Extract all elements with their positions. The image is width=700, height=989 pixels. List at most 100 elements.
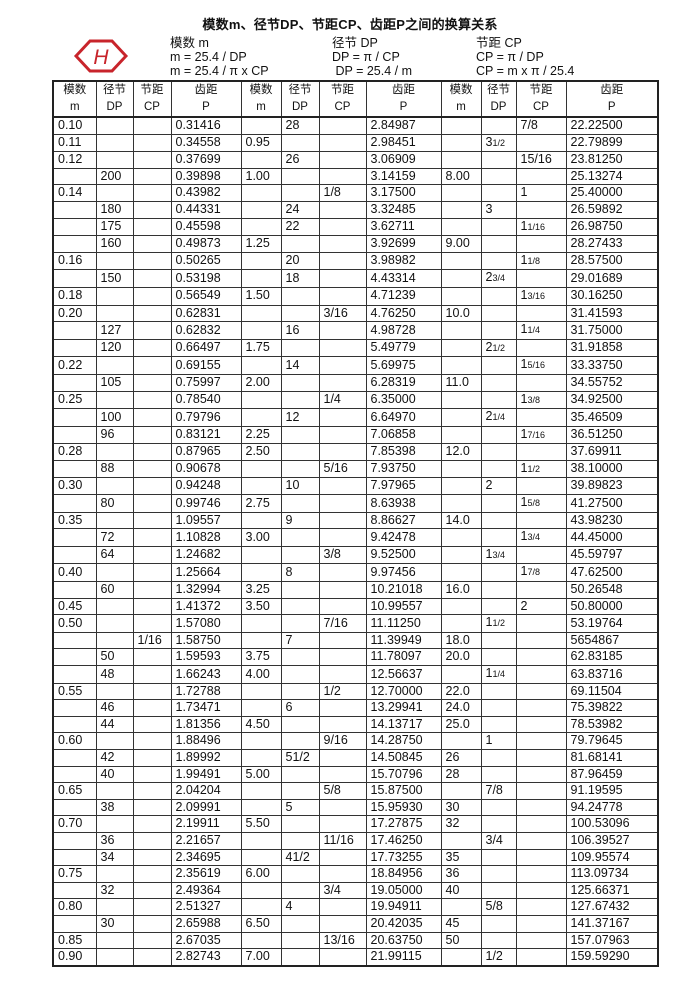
table-cell: 1.59593 [170,648,242,666]
table-cell: 13/8 [515,390,567,410]
table-cell: 2.35619 [170,865,242,883]
table-row: 0.12 0.37699 26 3.06909 15/16 23.81250 [52,151,659,169]
table-cell [280,304,320,323]
table-cell: 3.62711 [365,217,442,237]
table-cell: 17.27875 [365,815,442,833]
table-cell [515,682,567,701]
table-row: 0.80 2.51327 4 19.94911 5/8 127.67432 [52,898,659,916]
table-cell [132,665,172,684]
table-cell [318,133,367,153]
table-cell: 0.34558 [170,133,242,153]
table-cell: 51/2 [280,748,320,767]
table-cell [280,184,320,202]
table-cell: 0.62831 [170,304,242,323]
table-cell: 62.83185 [565,648,659,666]
table-cell: 1.75 [240,338,282,358]
table-cell [515,782,567,800]
table-cell: 5.50 [240,815,282,833]
table-cell: 13/16 [515,286,567,306]
table-cell: 42 [95,748,134,767]
table-row: 160 0.49873 1.25 3.92699 9.00 28.27433 [52,235,659,253]
table-cell [480,304,517,323]
table-cell [52,665,97,684]
table-cell: 7/8 [515,115,567,135]
table-cell [132,477,172,496]
table-cell [515,798,567,817]
table-cell [240,545,282,565]
table-cell: 6.28319 [365,373,442,392]
table-cell: 21.99115 [365,948,442,967]
table-cell [440,459,482,479]
table-cell [480,865,517,883]
table-cell: 23.81250 [565,151,659,169]
column-header: m [52,99,97,118]
table-cell [132,151,172,169]
table-cell [318,477,367,496]
table-cell [515,881,567,900]
table-cell: 80 [95,494,134,513]
table-cell: 11.78097 [365,648,442,666]
table-cell: 2.21657 [170,831,242,850]
table-cell [440,408,482,427]
table-cell: 43.98230 [565,511,659,530]
table-cell: 1.24682 [170,545,242,565]
table-cell [132,528,172,547]
table-cell [95,614,134,633]
table-cell [515,443,567,461]
table-cell: 16.0 [440,581,482,599]
table-cell [280,881,320,900]
table-cell [132,865,172,883]
table-cell: 141.37167 [565,914,659,933]
table-cell [440,597,482,616]
table-cell: 12.0 [440,443,482,461]
table-cell [515,699,567,717]
table-cell: 9 [280,511,320,530]
table-cell: 11.11250 [365,614,442,633]
table-cell [240,251,282,271]
table-cell: 32 [440,815,482,833]
table-cell [318,356,367,375]
table-cell [515,581,567,599]
table-row: 127 0.62832 16 4.98728 11/4 31.75000 [52,321,659,340]
table-cell [480,217,517,237]
table-cell [480,356,517,375]
table-cell [132,597,172,616]
table-cell [318,408,367,427]
page-title: 模数m、径节DP、节距CP、齿距P之间的换算关系 [202,17,498,32]
table-cell [132,581,172,599]
table-cell [95,948,134,967]
table-cell [515,477,567,496]
table-cell: 23/4 [480,269,517,288]
table-cell: 32 [95,881,134,900]
table-cell: 15.87500 [365,782,442,800]
table-cell: 3.14159 [365,167,442,186]
table-cell [440,477,482,496]
table-cell: 24 [280,200,320,219]
table-cell: 17/8 [515,563,567,583]
table-cell [480,914,517,933]
table-cell [280,682,320,701]
table-cell [52,459,97,479]
table-cell: 2.82743 [170,948,242,967]
table-cell: 0.94248 [170,477,242,496]
formula-diametral-pitch: 径节 DP DP = π / CP DP = 25.4 / m [332,36,412,78]
table-cell [132,494,172,513]
table-cell: 33.33750 [565,356,659,375]
table-cell [95,782,134,800]
table-row: 0.25 0.78540 1/4 6.35000 13/8 34.92500 [52,390,659,410]
table-cell [480,715,517,734]
table-cell: 21/4 [480,408,517,427]
table-cell: 0.75 [52,865,97,883]
table-cell: 3/4 [480,831,517,850]
table-cell: 14.50845 [365,748,442,767]
table-cell: 24.0 [440,699,482,717]
table-cell [132,356,172,375]
table-cell: 1 [515,184,567,202]
table-cell: 0.50 [52,614,97,633]
table-cell: 36 [95,831,134,850]
table-cell [280,338,320,358]
table-cell: 15/16 [515,151,567,169]
table-cell [132,699,172,717]
formula-line: m = 25.4 / π x CP [170,63,269,78]
table-cell [132,321,172,340]
